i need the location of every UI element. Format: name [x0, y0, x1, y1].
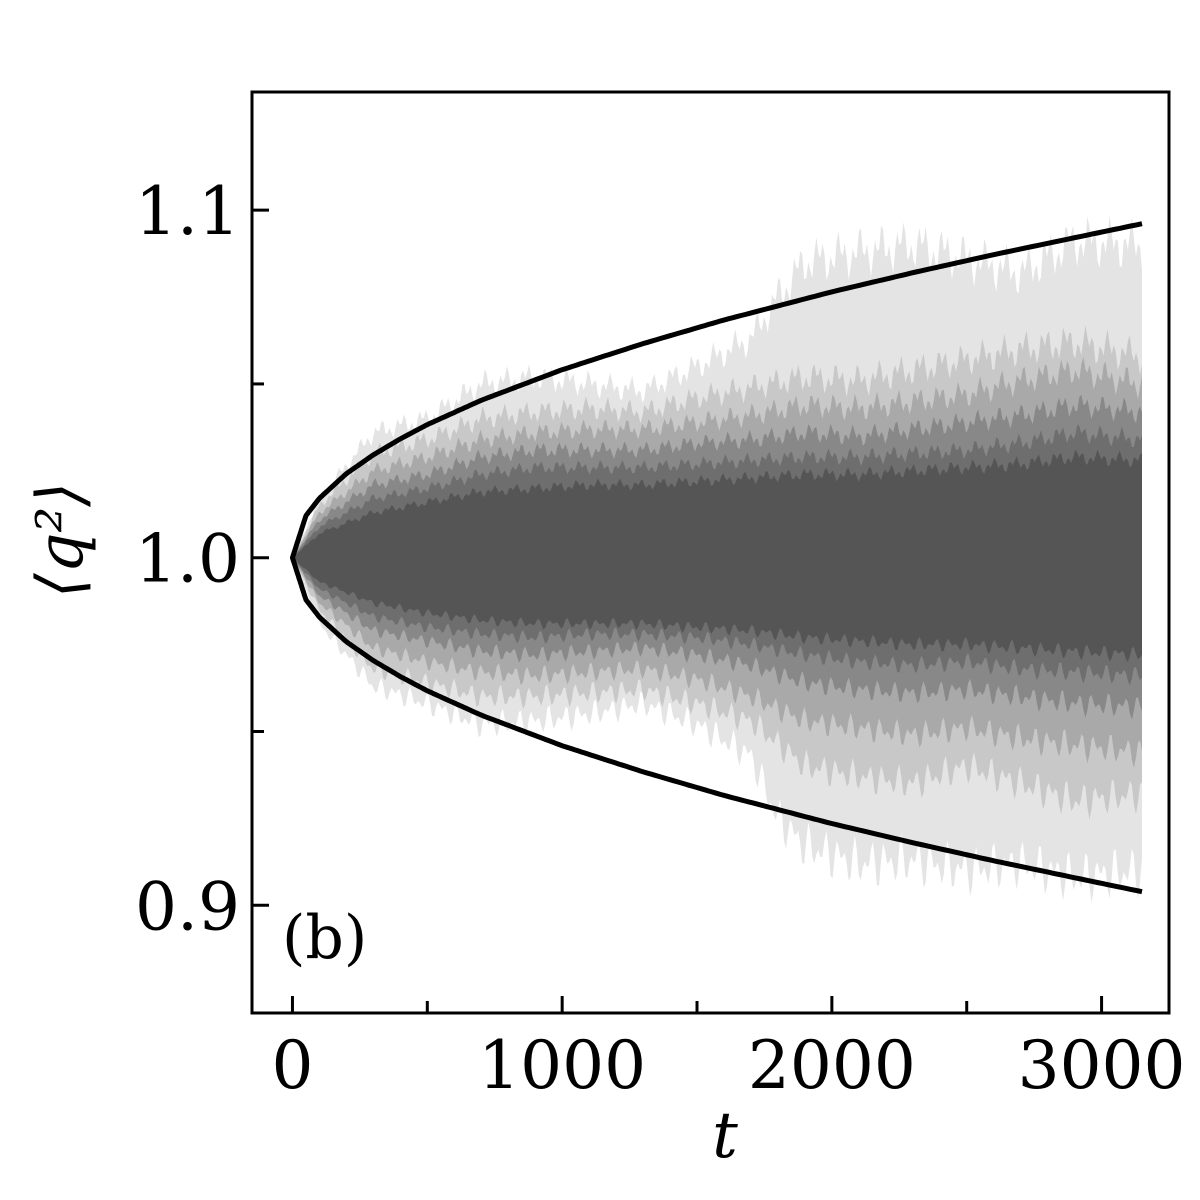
bands-layer: [292, 215, 1142, 903]
plot-frame: [250, 90, 1171, 1015]
panel-label: (b): [282, 903, 367, 973]
x-tick-label: 1000: [478, 1027, 646, 1104]
ticks-layer: 0 1000 2000 3000 0.9 1.0 1.1: [135, 173, 1186, 1104]
envelope-layer: [290, 221, 1143, 895]
x-tick-label: 2000: [748, 1027, 916, 1104]
x-axis-label: t: [712, 1099, 738, 1173]
band-6: [292, 449, 1142, 663]
y-tick-label: 1.0: [135, 521, 240, 598]
envelope-curve: [290, 221, 1143, 895]
x-tick-label: 3000: [1018, 1027, 1186, 1104]
x-tick-label: 0: [271, 1027, 313, 1104]
y-axis-label: ⟨q²⟩: [24, 482, 98, 599]
y-tick-label: 1.1: [135, 173, 240, 250]
y-tick-label: 0.9: [135, 868, 240, 945]
